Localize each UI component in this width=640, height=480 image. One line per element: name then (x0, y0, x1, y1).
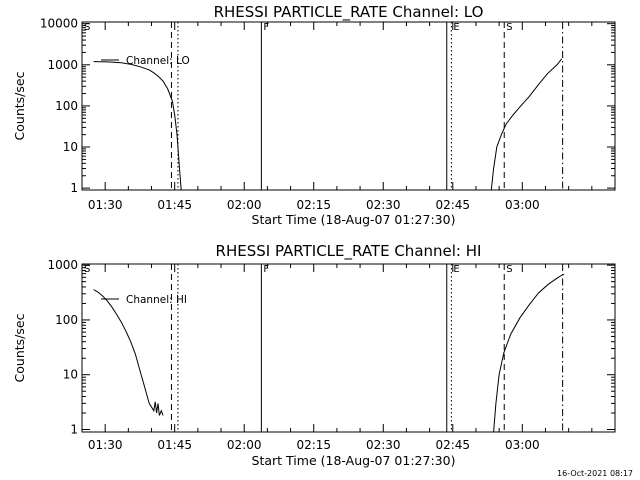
legend-label: Channel: HI (126, 294, 187, 306)
x-tick-label: 01:30 (88, 438, 123, 452)
x-tick-label: 02:45 (435, 198, 470, 212)
x-tick-label: 03:00 (505, 198, 540, 212)
x-axis-label: Start Time (18-Aug-07 01:27:30) (252, 212, 456, 227)
x-tick-label: 01:45 (157, 198, 192, 212)
y-axis-label: Counts/sec (12, 71, 27, 140)
x-tick-label: 02:45 (435, 438, 470, 452)
x-tick-label: 02:30 (366, 438, 401, 452)
y-tick-label: 100 (55, 313, 78, 327)
series-line (493, 273, 565, 432)
x-tick-label: 01:45 (157, 438, 192, 452)
event-marker-label: S (506, 264, 512, 275)
y-tick-label: 10 (63, 140, 78, 154)
series-line (93, 289, 164, 416)
chart-title: RHESSI PARTICLE_RATE Channel: HI (216, 242, 482, 261)
y-tick-label: 1 (70, 422, 78, 436)
x-tick-label: 01:30 (88, 198, 123, 212)
x-tick-label: 02:00 (227, 198, 262, 212)
chart-panel-1: RHESSI PARTICLE_RATE Channel: LO 01:30 01:… (12, 3, 616, 227)
y-tick-label: 10 (63, 368, 78, 382)
x-tick-label: 03:00 (505, 438, 540, 452)
y-tick-label: 1 (70, 181, 78, 195)
y-tick-label: 1000 (47, 58, 78, 72)
event-marker-label: S (84, 22, 90, 33)
y-tick-label: 10000 (40, 17, 78, 31)
event-marker-label: E (453, 264, 459, 275)
plot-frame (81, 21, 616, 191)
event-marker-label: E (453, 22, 459, 33)
chart-panel-2: RHESSI PARTICLE_RATE Channel: HI 01:30 01:… (12, 242, 616, 468)
x-tick-label: 02:15 (296, 198, 331, 212)
x-tick-label: 02:00 (227, 438, 262, 452)
chart-title: RHESSI PARTICLE_RATE Channel: LO (214, 3, 484, 22)
series-line (93, 61, 182, 190)
y-tick-label: 100 (55, 99, 78, 113)
x-tick-label: 02:30 (366, 198, 401, 212)
y-axis-label: Counts/sec (12, 313, 27, 382)
x-axis-label: Start Time (18-Aug-07 01:27:30) (252, 453, 456, 468)
y-tick-label: 1000 (47, 258, 78, 272)
plot-frame (81, 263, 616, 433)
x-tick-label: 02:15 (296, 438, 331, 452)
event-marker-label: S (84, 264, 90, 275)
timestamp: 16-Oct-2021 08:17 (557, 469, 633, 478)
series-line (490, 58, 563, 190)
event-marker-label: S (506, 22, 512, 33)
event-marker-label: F (263, 264, 269, 275)
event-marker-label: F (263, 22, 269, 33)
legend-label: Channel: LO (126, 55, 190, 67)
